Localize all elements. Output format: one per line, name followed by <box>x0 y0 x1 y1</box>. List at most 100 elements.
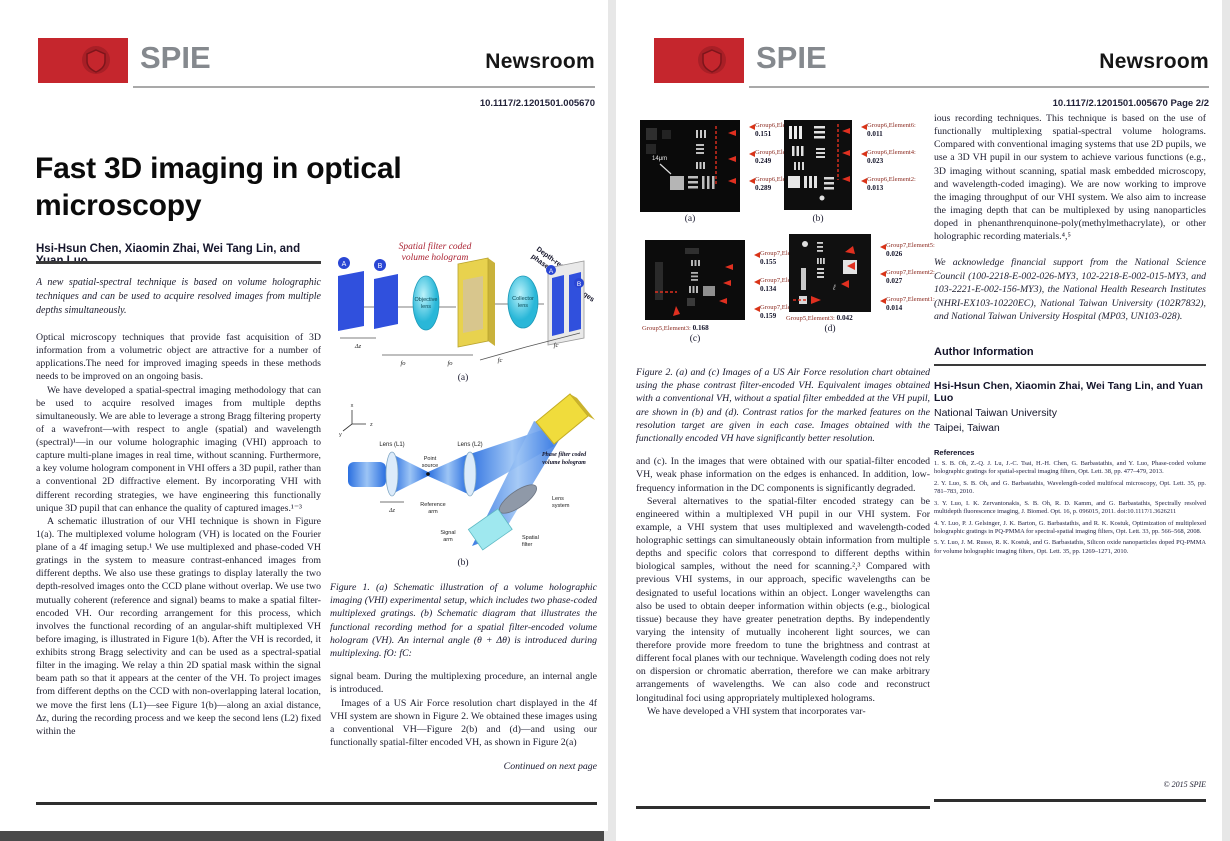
figure2-panel-b-image <box>784 120 852 210</box>
fig1b-axes: x z y <box>339 403 373 438</box>
article-title: Fast 3D imaging in optical microscopy <box>35 150 555 224</box>
red-arrow-icon <box>746 150 755 157</box>
annotation-value: 0.023 <box>867 157 884 166</box>
annotation-value: 0.155 <box>760 258 777 267</box>
copyright-notice: © 2015 SPIE <box>1163 780 1206 789</box>
figure2-panel-d-image: ℓ <box>789 234 871 312</box>
viewer-scrollbar[interactable] <box>0 831 604 841</box>
figure2-caption: Figure 2. (a) and (c) Images of a US Air… <box>636 367 930 445</box>
annotation-label: Group7,Element5: <box>760 250 809 257</box>
figure2-panel-d-letter: (d) <box>824 324 836 334</box>
annotation-label: Group6,Element2: <box>867 175 916 183</box>
author-information-names: Hsi-Hsun Chen, Xiaomin Zhai, Wei Tang Li… <box>934 379 1203 404</box>
svg-text:ℓ: ℓ <box>832 283 836 292</box>
doi-page2: 10.1117/2.1201501.005670 Page 2/2 <box>1052 98 1209 109</box>
fig1b-point-source-2: source <box>422 463 439 469</box>
fig1b-dz-label: Δz <box>388 508 396 514</box>
red-arrow-icon <box>746 124 755 130</box>
author-affiliation: National Taiwan University <box>934 406 1057 419</box>
newsroom-masthead: Newsroom <box>485 50 595 73</box>
fig1a-objective-label-1: Objective <box>415 297 438 303</box>
annotation-value: 0.011 <box>867 130 883 139</box>
figure2-panel-d-footnote: Group5,Element3: 0.042 <box>786 314 853 322</box>
fig1a-plane-a <box>338 271 364 331</box>
annotation-label: Group5,Element3: <box>642 325 691 332</box>
fig1b-axis-z: z <box>370 422 373 428</box>
fig1b-phase-label-1: Phase filter coded <box>542 452 587 458</box>
red-arrow-icon <box>858 150 867 157</box>
fig1b-input-beam <box>348 462 386 487</box>
paragraph: A schematic illustration of our VHI tech… <box>36 515 321 737</box>
fig1b-spatial-filter-label-2: filter <box>522 542 533 548</box>
fig1b-lens-system-label-2: system <box>552 503 570 509</box>
brand-text: SPIE <box>140 40 211 75</box>
reference-item: 5. Y. Luo, J. M. Russo, R. K. Kostuk, an… <box>934 539 1206 555</box>
page1-right-column: Spatial filter coded volume hologram Dep… <box>330 234 597 800</box>
spie-shield-icon <box>698 46 726 74</box>
annotation-value: 0.151 <box>755 130 772 139</box>
brand-text: SPIE <box>756 40 827 75</box>
fig1a-out-label-b: B <box>577 281 581 288</box>
fig1a-collector-label-2: lens <box>518 303 528 309</box>
figure2-panel-c-image <box>645 240 745 320</box>
paragraph: Optical microscopy techniques that provi… <box>36 332 321 383</box>
annotation-label: Group7,Element2: <box>886 268 935 276</box>
figure2: 14μm Group6,Element6: 0.151 Group6,Elemen… <box>636 112 936 358</box>
page1-left-column: A new spatial-spectral technique is base… <box>36 276 321 804</box>
abstract: A new spatial-spectral technique is base… <box>36 277 321 316</box>
annotation-label: Group6,Element6: <box>867 122 916 129</box>
title-line-2: microscopy <box>35 189 202 223</box>
spie-logo <box>38 38 128 83</box>
annotation-value: 0.027 <box>886 277 903 286</box>
fig1b-axis-y: y <box>339 432 342 438</box>
figure2-panel-a-letter: (a) <box>684 214 696 224</box>
fig1a-collector-lens <box>507 275 539 329</box>
fig1a-dz-label: Δz <box>354 343 362 350</box>
annotation-value: 0.013 <box>867 183 884 192</box>
paragraph: We have developed a VHI system that inco… <box>647 705 866 717</box>
annotation-label: Group7,Element5: <box>886 242 935 249</box>
annotation-label: Group5,Element3: <box>786 315 835 322</box>
annotation-label: Group6,Element6: <box>755 122 804 129</box>
paragraph: ious recording techniques. This techniqu… <box>934 113 1206 243</box>
fig1b-l2-label: Lens (L2) <box>457 442 482 448</box>
annotation-value: 0.014 <box>886 303 903 312</box>
fig1a-fc-label-2: fc <box>554 342 559 349</box>
paragraph: Several alternatives to the spatial-filt… <box>636 495 930 704</box>
annotation-value: 0.026 <box>886 250 903 259</box>
red-arrow-icon <box>746 177 755 184</box>
annotation-value: 0.159 <box>760 311 777 320</box>
fig1a-objective-label-2: lens <box>421 304 431 310</box>
page1-footer-rule <box>36 802 597 805</box>
page-1: SPIE Newsroom 10.1117/2.1201501.005670 F… <box>0 0 608 831</box>
annotation-label: Group6,Element4: <box>755 148 804 156</box>
fig1b-reference-arm-2: arm <box>428 509 438 515</box>
fig1b-spatial-filter-label-1: Spatial <box>522 535 539 541</box>
fig1a-red-label-1: Spatial filter coded <box>399 241 472 252</box>
red-arrow-icon <box>751 252 760 258</box>
annotation-label: Group6,Element2: <box>755 175 804 183</box>
fig1a-label-b: B <box>378 263 383 270</box>
newsroom-masthead: Newsroom <box>1099 50 1209 73</box>
red-arrow-icon <box>877 270 886 277</box>
fig1b-panel-letter: (b) <box>457 557 468 568</box>
annotation-label: Group6,Element4: <box>867 148 916 156</box>
reference-item: 3. Y. Luo, I. K. Zervantonakis, S. B. Oh… <box>934 499 1206 516</box>
reference-item: 4. Y. Luo, P. J. Gelsinger, J. K. Barton… <box>934 519 1206 535</box>
fig1b-spatial-filter <box>467 508 513 551</box>
fig1b-reference-arm-1: Reference <box>420 502 445 508</box>
page2-right-footer-rule <box>934 799 1206 802</box>
fig1b-lens-l2 <box>463 451 477 497</box>
paragraph: and (c). In the images that were obtaine… <box>636 456 930 494</box>
fig1a-collector-label-1: Collector <box>512 296 534 302</box>
fig1b-lens-l1 <box>385 451 399 497</box>
annotation-label: Group7,Element2: <box>760 276 809 284</box>
figure2-panel-d-annotations: Group7,Element5: 0.026 Group7,Element2: 0.… <box>877 242 935 323</box>
fig1b-signal-arm-2: arm <box>443 537 453 543</box>
fig1b-lens-system-label-1: Lens <box>552 496 564 502</box>
paragraph: signal beam. During the multiplexing pro… <box>330 671 597 696</box>
red-arrow-icon <box>858 177 867 184</box>
figure2-panel-a-annotations: Group6,Element6: 0.151 Group6,Element4: 0.… <box>746 122 822 203</box>
spie-logo <box>654 38 744 83</box>
